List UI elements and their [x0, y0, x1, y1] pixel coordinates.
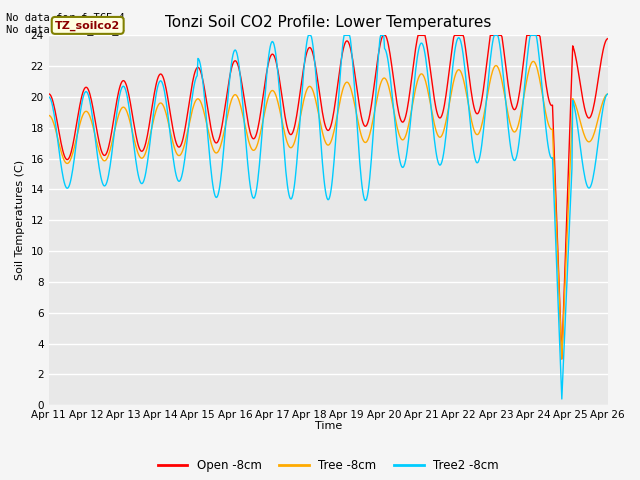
X-axis label: Time: Time	[314, 421, 342, 432]
Text: No data for f_TCE_4: No data for f_TCE_4	[6, 12, 125, 23]
Legend: Open -8cm, Tree -8cm, Tree2 -8cm: Open -8cm, Tree -8cm, Tree2 -8cm	[153, 455, 503, 477]
Text: TZ_soilco2: TZ_soilco2	[55, 20, 120, 31]
Title: Tonzi Soil CO2 Profile: Lower Temperatures: Tonzi Soil CO2 Profile: Lower Temperatur…	[165, 15, 492, 30]
Text: No data for f_TCW_4: No data for f_TCW_4	[6, 24, 125, 35]
Y-axis label: Soil Temperatures (C): Soil Temperatures (C)	[15, 160, 25, 280]
